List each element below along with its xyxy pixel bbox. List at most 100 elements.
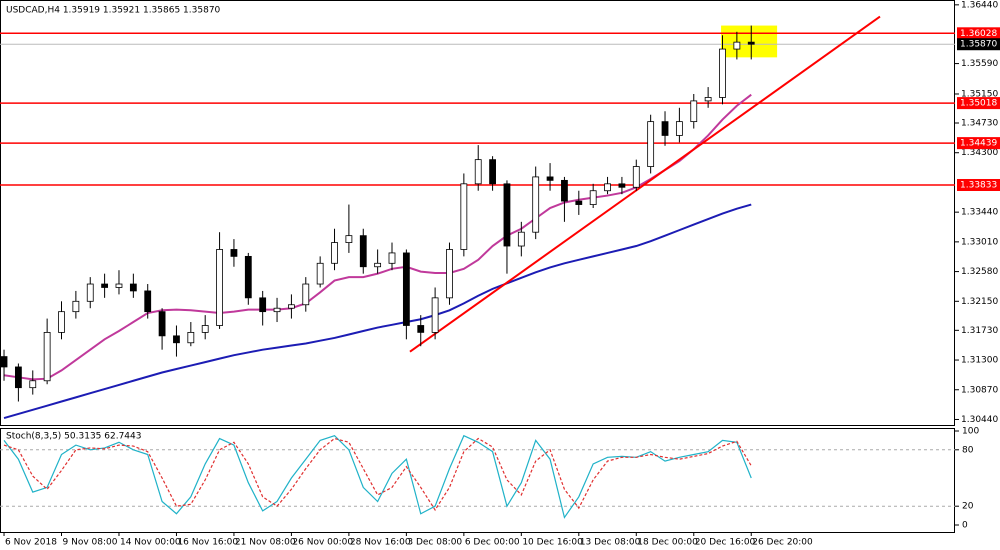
last-price-tag — [957, 38, 1000, 51]
candle-body — [647, 121, 655, 167]
candle-body — [43, 331, 51, 382]
candle-body — [747, 41, 755, 45]
level-tag — [957, 97, 1000, 110]
candle-body — [675, 121, 683, 136]
level-label: 1.35018 — [960, 99, 997, 109]
candle-body — [115, 283, 123, 288]
x-tick-label: 9 Nov 08:00 — [63, 538, 118, 548]
candle-body — [690, 100, 698, 123]
oscillator-panel — [0, 428, 955, 533]
candle-body — [216, 249, 223, 326]
y-tick-label: 1.32580 — [961, 267, 998, 277]
candle-body — [446, 249, 453, 299]
candle-body — [589, 190, 597, 205]
candle-body — [14, 366, 22, 389]
moving-average — [3, 93, 752, 381]
candle-body — [474, 159, 482, 185]
candle-body — [230, 249, 238, 257]
candle-body — [0, 356, 8, 368]
candle-body — [604, 183, 611, 192]
y-tick-label: 1.36440 — [961, 0, 998, 10]
y-tick-label: 1.31300 — [961, 356, 998, 366]
y-tick-label: 1.30870 — [961, 385, 998, 395]
x-tick-label: 20 Dec 16:00 — [695, 538, 756, 548]
y-tick-label: 1.32150 — [961, 297, 998, 307]
candle-body — [72, 300, 80, 313]
x-tick-label: 28 Nov 16:00 — [350, 538, 411, 548]
level-label: 1.33833 — [960, 180, 997, 190]
candle-body — [129, 283, 137, 292]
y-tick-label: 1.34300 — [961, 148, 998, 158]
x-tick-label: 6 Dec 00:00 — [465, 538, 520, 548]
y-tick-label: 1.35150 — [961, 89, 998, 99]
y-tick-label: 1.35590 — [961, 59, 998, 69]
candle-body — [158, 311, 166, 337]
trend-line — [409, 15, 881, 353]
candle-body — [546, 176, 554, 181]
candle-body — [402, 252, 410, 326]
candle-body — [244, 255, 252, 299]
y-tick-label: 100 — [962, 427, 979, 437]
candle-body — [632, 166, 640, 188]
candle-body — [618, 183, 626, 188]
candle-body — [144, 290, 152, 313]
candle-body — [704, 97, 712, 102]
x-tick-label: 3 Dec 08:00 — [407, 538, 462, 548]
candle-body — [417, 325, 425, 333]
y-tick-label: 1.33010 — [961, 237, 998, 247]
oscillator-line — [3, 437, 752, 512]
oscillator-line — [3, 434, 752, 519]
candle-body — [532, 176, 540, 233]
level-tag — [957, 137, 1000, 150]
candle-body — [561, 179, 568, 202]
moving-average — [3, 203, 752, 420]
x-tick-label: 10 Dec 16:00 — [522, 538, 583, 548]
candle-body — [316, 262, 324, 285]
y-tick-label: 20 — [962, 502, 974, 512]
candle-body — [345, 235, 353, 243]
x-tick-label: 18 Dec 00:00 — [637, 538, 698, 548]
candle-body — [733, 41, 741, 50]
x-tick-label: 21 Nov 08:00 — [235, 538, 296, 548]
x-tick-label: 14 Nov 00:00 — [120, 538, 181, 548]
candle-body — [517, 231, 525, 247]
chart-title: USDCAD,H4 1.35919 1.35921 1.35865 1.3587… — [6, 6, 221, 16]
last-price-label: 1.35870 — [960, 40, 997, 50]
candle-body — [101, 283, 109, 288]
y-tick-label: 1.30440 — [961, 415, 998, 425]
candle-body — [288, 304, 295, 309]
highlight-box — [721, 25, 778, 58]
level-label: 1.34439 — [960, 139, 997, 149]
candle-body — [173, 335, 180, 344]
candle-body — [29, 380, 37, 389]
y-tick-label: 1.31730 — [961, 326, 998, 336]
candle-body — [58, 311, 65, 333]
candle-body — [431, 297, 439, 333]
x-tick-label: 16 Nov 16:00 — [177, 538, 238, 548]
candle-body — [201, 325, 209, 333]
candle-body — [374, 262, 382, 268]
candle-body — [331, 242, 338, 264]
candle-body — [388, 252, 396, 264]
y-tick-label: 80 — [962, 445, 974, 455]
level-label: 1.36028 — [960, 29, 997, 39]
candle-body — [719, 48, 726, 98]
y-tick-label: 1.33440 — [961, 208, 998, 218]
x-tick-label: 13 Dec 08:00 — [580, 538, 641, 548]
candle-body — [86, 283, 94, 302]
candle-body — [259, 297, 267, 313]
candle-body — [503, 183, 511, 247]
candle-body — [460, 183, 468, 250]
candle-body — [273, 307, 281, 313]
candle-body — [187, 331, 195, 344]
y-tick-label: 0 — [962, 521, 968, 531]
candle-body — [359, 235, 367, 268]
price-panel — [0, 0, 955, 426]
level-tag — [957, 27, 1000, 40]
indicator-title: Stoch(8,3,5) 50.3135 62.7443 — [6, 432, 141, 442]
candle-body — [302, 283, 310, 306]
x-tick-label: 26 Nov 00:00 — [292, 538, 353, 548]
level-tag — [957, 178, 1000, 191]
candle-body — [575, 200, 583, 205]
